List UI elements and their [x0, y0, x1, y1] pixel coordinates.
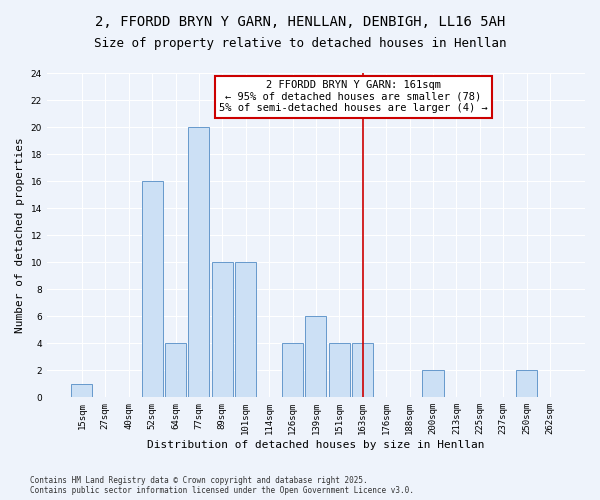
Text: 2, FFORDD BRYN Y GARN, HENLLAN, DENBIGH, LL16 5AH: 2, FFORDD BRYN Y GARN, HENLLAN, DENBIGH,… — [95, 15, 505, 29]
Bar — [235, 262, 256, 398]
Bar — [329, 344, 350, 398]
Bar — [165, 344, 186, 398]
Bar — [422, 370, 443, 398]
Y-axis label: Number of detached properties: Number of detached properties — [15, 138, 25, 334]
X-axis label: Distribution of detached houses by size in Henllan: Distribution of detached houses by size … — [147, 440, 485, 450]
Bar — [188, 128, 209, 398]
Bar — [282, 344, 303, 398]
Text: 2 FFORDD BRYN Y GARN: 161sqm
← 95% of detached houses are smaller (78)
5% of sem: 2 FFORDD BRYN Y GARN: 161sqm ← 95% of de… — [219, 80, 488, 114]
Bar — [352, 344, 373, 398]
Bar — [71, 384, 92, 398]
Bar — [305, 316, 326, 398]
Text: Contains HM Land Registry data © Crown copyright and database right 2025.
Contai: Contains HM Land Registry data © Crown c… — [30, 476, 414, 495]
Bar — [142, 182, 163, 398]
Bar — [212, 262, 233, 398]
Bar — [516, 370, 537, 398]
Text: Size of property relative to detached houses in Henllan: Size of property relative to detached ho… — [94, 38, 506, 51]
